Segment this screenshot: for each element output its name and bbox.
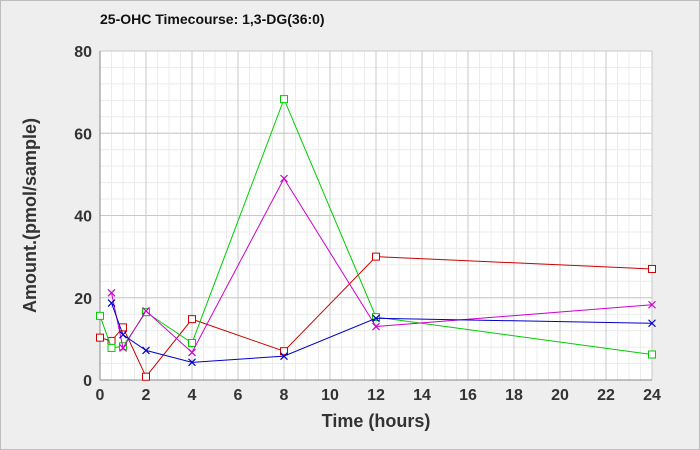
- series-2-point: [119, 343, 127, 352]
- series-0-point: [372, 252, 380, 261]
- series-3-point: [119, 330, 127, 339]
- series-1-point: [96, 311, 104, 320]
- series-3-point: [648, 319, 656, 328]
- x-axis-label: Time (hours): [322, 411, 431, 431]
- x-tick-label: 4: [188, 387, 197, 404]
- x-tick-label: 20: [551, 387, 569, 404]
- x-tick-label: 18: [505, 387, 523, 404]
- series-2-point: [648, 300, 656, 309]
- series-0-point: [142, 372, 150, 381]
- series-0-point: [280, 347, 288, 356]
- series-1-point: [188, 338, 196, 347]
- series-3-point: [372, 314, 380, 323]
- y-tick-label: 80: [74, 44, 92, 61]
- series-3-point: [107, 299, 116, 308]
- series-0-point: [648, 264, 656, 273]
- series-1-point: [648, 350, 656, 359]
- y-tick-label: 20: [74, 291, 92, 308]
- series-2-point: [280, 174, 288, 183]
- x-tick-label: 14: [413, 387, 431, 404]
- y-tick-label: 0: [83, 373, 92, 390]
- x-tick-label: 24: [643, 387, 661, 404]
- x-tick-label: 12: [367, 387, 385, 404]
- series-2-point: [188, 348, 196, 357]
- series-0-point: [119, 323, 127, 332]
- series-1-point: [107, 343, 116, 352]
- x-tick-label: 16: [459, 387, 477, 404]
- chart-title: 25-OHC Timecourse: 1,3-DG(36:0): [100, 11, 325, 27]
- y-axis-label: Amount.(pmol/sample): [20, 118, 40, 313]
- y-tick-label: 60: [74, 126, 92, 143]
- series-2-point: [372, 322, 380, 331]
- x-tick-label: 0: [96, 387, 105, 404]
- series-1-point: [372, 313, 380, 322]
- x-tick-label: 10: [321, 387, 339, 404]
- series-3-point: [188, 358, 196, 367]
- series-0-point: [96, 333, 104, 342]
- series-1-point: [142, 308, 150, 317]
- x-tick-label: 6: [234, 387, 243, 404]
- x-tick-label: 22: [597, 387, 615, 404]
- series-0-point: [188, 315, 196, 324]
- series-1-point: [280, 95, 288, 104]
- series-3-point: [142, 346, 150, 355]
- series-2-point: [142, 306, 150, 315]
- series-2-point: [107, 288, 116, 297]
- y-tick-label: 40: [74, 209, 92, 226]
- x-tick-label: 8: [280, 387, 289, 404]
- series-3-point: [280, 352, 288, 361]
- x-tick-label: 2: [142, 387, 151, 404]
